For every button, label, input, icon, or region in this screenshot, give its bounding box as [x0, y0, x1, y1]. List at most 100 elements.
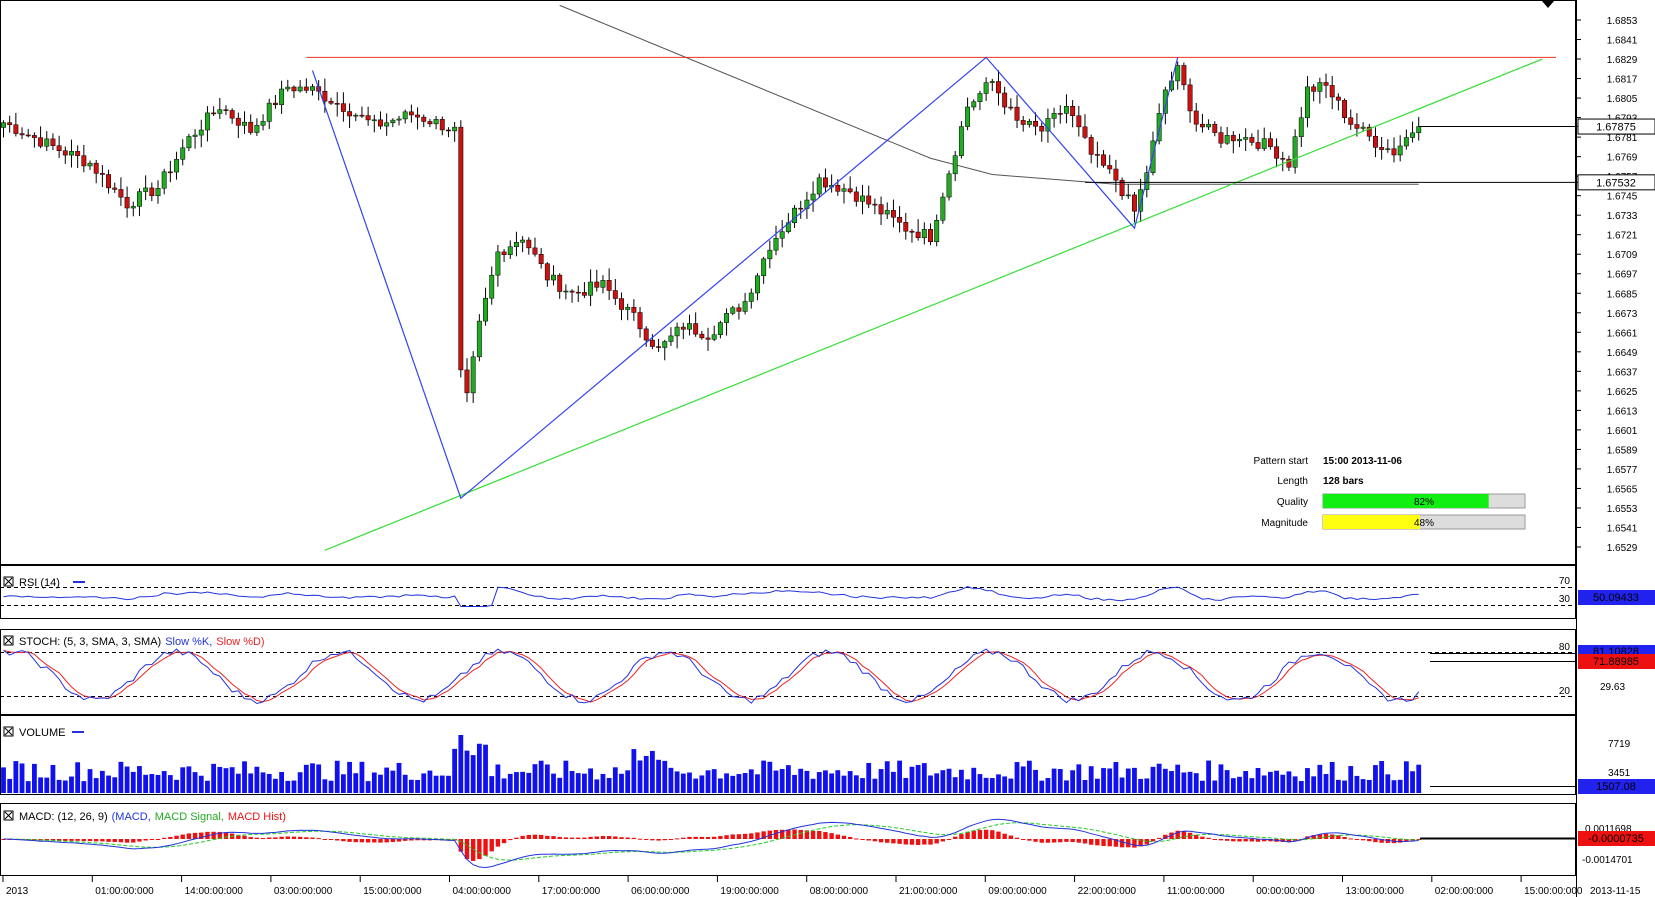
candle-body: [217, 109, 223, 114]
macd-hist-bar: [378, 839, 383, 843]
volume-bar: [1094, 778, 1100, 793]
candle-body: [656, 346, 662, 348]
time-tick-label: 19:00:00:000: [720, 886, 779, 897]
macd-hist-bar: [1033, 839, 1038, 842]
macd-hist-bar: [94, 839, 99, 842]
volume-bar: [1243, 771, 1249, 793]
volume-bar: [483, 744, 488, 793]
volume-bar: [650, 750, 655, 793]
candle-body: [711, 334, 717, 340]
macd-hist-bar: [576, 837, 581, 839]
macd-hist-bar: [1156, 837, 1162, 839]
candle-body: [421, 116, 427, 122]
volume-bar: [959, 769, 964, 793]
macd-hist-bar: [891, 839, 896, 844]
rsi-line: [3, 586, 1419, 607]
macd-hist-bar: [922, 839, 927, 845]
price-tick-label: 1.6589: [1607, 445, 1638, 456]
stoch-level-80-label: 80: [1559, 642, 1571, 653]
volume-bar: [1101, 768, 1106, 793]
candle-body: [291, 86, 297, 92]
macd-hist-bar: [551, 836, 556, 839]
price-tick-label: 1.6805: [1607, 94, 1638, 105]
stoch-k-label: Slow %K,: [165, 636, 212, 648]
candle-body: [1397, 145, 1403, 156]
magnitude-value: 48%: [1414, 518, 1434, 529]
candle-body: [415, 114, 421, 118]
candle-body: [310, 86, 315, 91]
candle-body: [303, 86, 309, 91]
macd-hist-bar: [823, 832, 828, 839]
volume-bar: [402, 774, 408, 793]
candle-body: [167, 171, 173, 174]
volume-bar: [464, 750, 470, 793]
price-tick-label: 1.6769: [1607, 153, 1638, 164]
candle-body: [544, 263, 550, 281]
macd-hist-bar: [254, 837, 260, 839]
macd-tick-1: 0.0011698: [1585, 824, 1632, 835]
candle-body: [1076, 115, 1082, 128]
volume-value: 1507.08: [1596, 781, 1636, 793]
volume-bar: [915, 764, 921, 793]
macd-hist-bar: [971, 830, 976, 839]
time-tick-label: 01:00:00:000: [95, 886, 154, 897]
macd-hist-bar: [718, 836, 723, 839]
volume-bar: [217, 766, 223, 793]
macd-hist-bar: [508, 839, 513, 841]
macd-hist-bar: [1163, 834, 1168, 839]
macd-panel: MACD: (12, 26, 9) (MACD, MACD Signal, MACD …: [1, 810, 1655, 869]
volume-bar: [507, 773, 513, 793]
candle-body: [62, 150, 68, 156]
volume-bar: [921, 763, 927, 793]
volume-bar: [81, 781, 87, 793]
macd-hist-bar: [779, 829, 785, 839]
macd-hist-bar: [137, 839, 142, 842]
candle-body: [1379, 147, 1385, 150]
price-tick-label: 1.6697: [1607, 270, 1638, 281]
volume-bar: [1255, 767, 1261, 793]
length-label: Length: [1277, 476, 1308, 487]
volume-bar: [668, 767, 674, 793]
volume-bar: [1125, 768, 1131, 793]
volume-bar: [279, 772, 284, 793]
macd-hist-bar: [75, 839, 80, 841]
volume-bar: [1057, 769, 1063, 793]
candle-body: [1249, 137, 1255, 143]
time-tick-label: 2013: [6, 886, 29, 897]
macd-hist-bar: [928, 839, 933, 845]
stoch-level-20-label: 20: [1559, 686, 1571, 697]
candle-body: [1057, 113, 1063, 115]
candle-body: [365, 115, 371, 121]
candle-body: [433, 119, 439, 125]
macd-hist-bar: [557, 836, 562, 839]
candle-body: [87, 162, 93, 167]
candle-body: [25, 134, 31, 137]
candle-body: [297, 86, 303, 92]
macd-hist-bar: [934, 839, 939, 844]
macd-hist-bar: [681, 837, 686, 839]
candle-body: [359, 114, 365, 117]
volume-bar: [1311, 776, 1317, 793]
macd-hist-bar: [495, 839, 501, 847]
candle-body: [1131, 194, 1137, 212]
macd-hist-bar: [248, 837, 253, 839]
macd-hist-bar: [353, 839, 358, 843]
volume-bar: [303, 764, 309, 793]
ma-price-marker: 1.67532: [1577, 174, 1655, 191]
macd-hist-bar: [1021, 839, 1026, 840]
scroll-triangle-icon[interactable]: [1542, 1, 1554, 8]
macd-hist-bar: [192, 832, 198, 839]
candle-body: [1298, 117, 1304, 137]
macd-hist-bar: [396, 839, 402, 842]
macd-hist-bar: [1082, 839, 1088, 844]
candle-body: [1305, 86, 1310, 119]
candle-body: [761, 258, 767, 277]
candle-body: [1039, 126, 1045, 132]
quality-label: Quality: [1277, 497, 1308, 508]
macd-hist-bar: [1286, 839, 1292, 843]
volume-bar: [93, 778, 99, 793]
volume-bar: [433, 775, 439, 793]
volume-bar: [860, 778, 865, 793]
close-icon: [4, 727, 13, 736]
volume-bar: [489, 776, 495, 793]
